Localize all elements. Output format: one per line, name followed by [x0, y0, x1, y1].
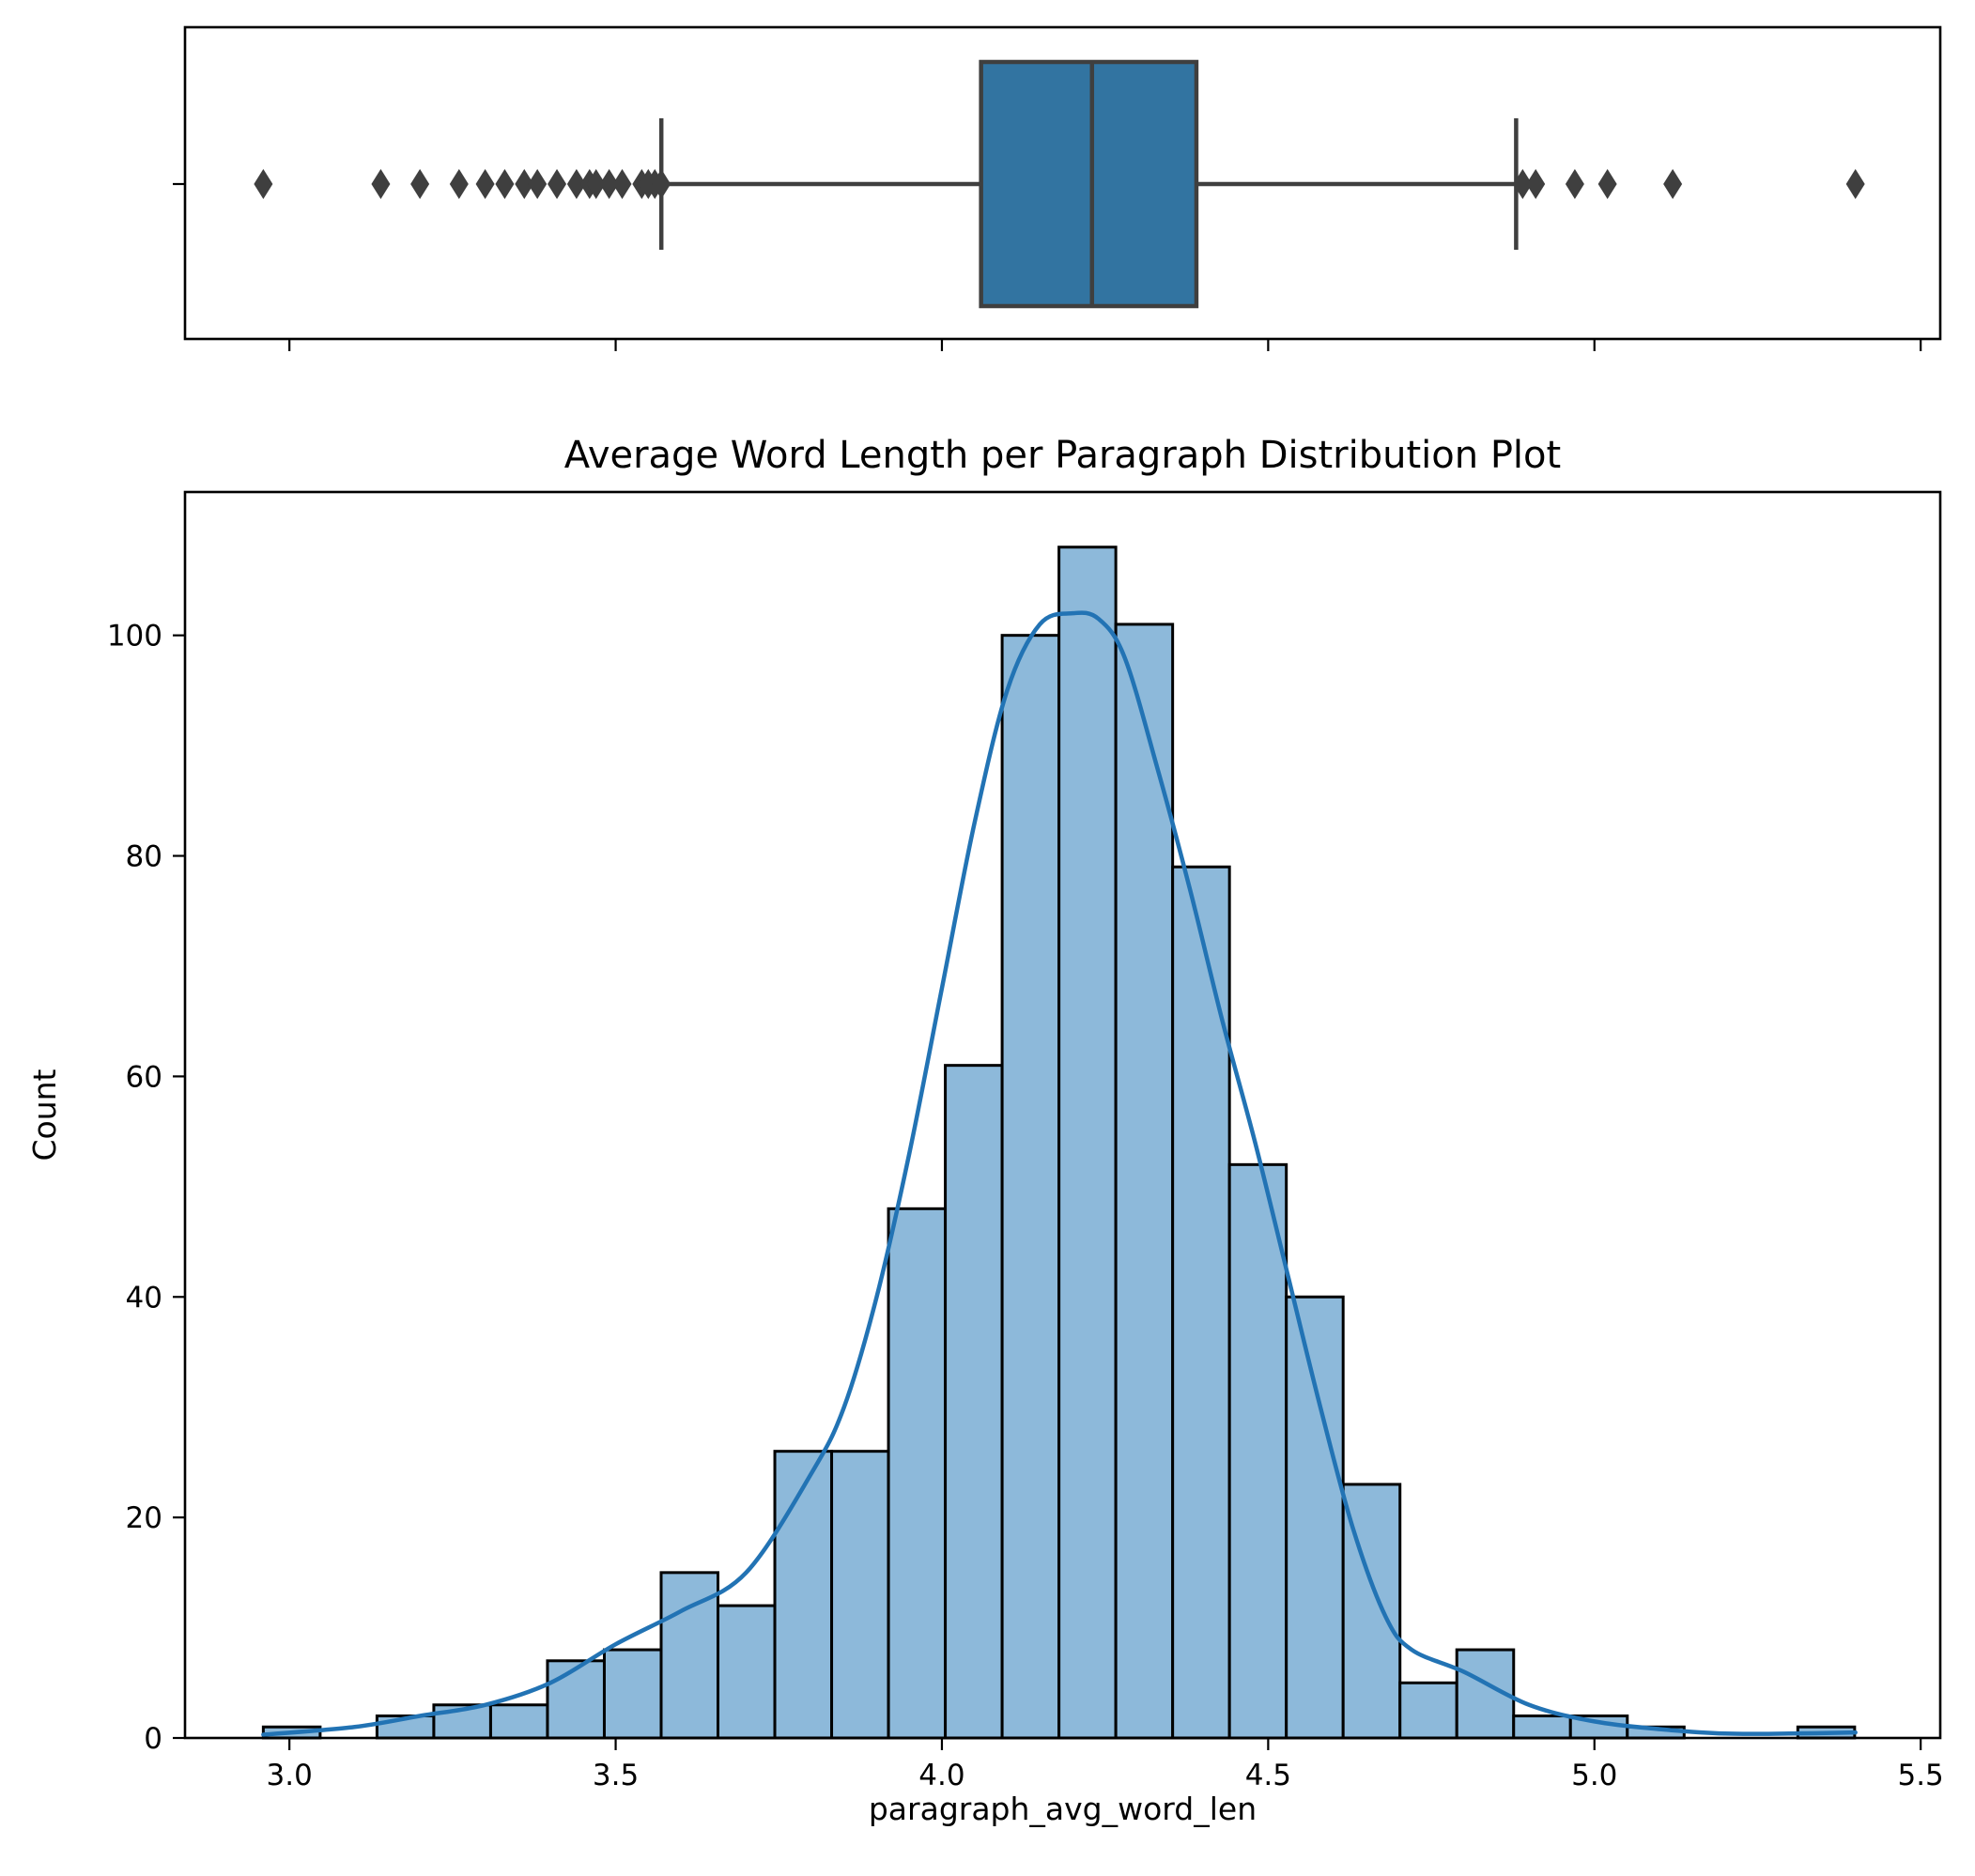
y-tick-label: 40 — [126, 1281, 162, 1315]
x-tick-label: 3.0 — [267, 1759, 313, 1792]
y-tick-label: 60 — [126, 1060, 162, 1094]
histogram-bar — [830, 1450, 890, 1740]
y-tick-label: 20 — [126, 1501, 162, 1535]
box-outlier — [1513, 169, 1533, 199]
box-outlier — [1597, 169, 1617, 199]
x-axis-label: paragraph_avg_word_len — [869, 1791, 1257, 1827]
histogram-bar — [887, 1207, 948, 1740]
histogram-x-ticks: 3.0 3.5 4.0 4.5 5.0 5.5 — [267, 1738, 1944, 1792]
box-outlier — [1663, 169, 1683, 199]
box-outlier — [371, 169, 391, 199]
box-outlier — [475, 169, 495, 199]
histogram-bar — [944, 1064, 1004, 1740]
box-outlier — [612, 169, 632, 199]
histogram-bar — [1227, 1162, 1288, 1740]
histogram-bar — [1398, 1681, 1458, 1740]
y-axis-label: Count — [26, 1069, 63, 1161]
box-outlier — [1845, 169, 1865, 199]
box-iqr — [979, 59, 1199, 309]
box-plot-panel — [173, 25, 1942, 351]
histogram-bar — [1285, 1295, 1345, 1740]
box-plot-content — [254, 59, 1865, 309]
histogram-frame — [183, 490, 1942, 1740]
x-tick-label: 4.0 — [918, 1759, 964, 1792]
chart-title: Average Word Length per Paragraph Distri… — [564, 434, 1561, 477]
box-outlier — [548, 169, 567, 199]
x-tick-label: 5.0 — [1571, 1759, 1617, 1792]
box-outlier — [566, 169, 586, 199]
histogram-bar — [546, 1659, 606, 1740]
histogram-y-ticks: 0 20 40 60 80 100 — [107, 620, 185, 1756]
box-outlier — [599, 169, 619, 199]
x-tick-label: 5.5 — [1897, 1759, 1943, 1792]
box-outlier — [495, 169, 515, 199]
histogram-panel: Average Word Length per Paragraph Distri… — [26, 434, 1944, 1827]
histogram-bar — [602, 1648, 663, 1740]
box-plot-x-ticks — [288, 339, 1922, 351]
x-tick-label: 3.5 — [593, 1759, 639, 1792]
y-tick-label: 0 — [144, 1722, 162, 1756]
box-outlier — [449, 169, 469, 199]
box-outlier — [586, 169, 606, 199]
x-tick-label: 4.5 — [1245, 1759, 1291, 1792]
y-tick-label: 100 — [107, 620, 162, 654]
histogram-bar — [488, 1703, 549, 1740]
histogram-bar — [1114, 623, 1175, 1740]
box-outlier — [1565, 169, 1584, 199]
histogram-bar — [1057, 546, 1118, 1740]
box-outlier — [1526, 169, 1546, 199]
y-tick-label: 80 — [126, 840, 162, 874]
kde-curve — [261, 610, 1858, 1737]
histogram-bar — [717, 1604, 777, 1740]
box-outlier — [515, 169, 534, 199]
histogram-bar — [773, 1450, 834, 1740]
box-outlier — [254, 169, 273, 199]
histogram-bar — [1000, 634, 1061, 1740]
box-outlier — [652, 169, 671, 199]
box-outlier — [410, 169, 430, 199]
box-outlier — [528, 169, 548, 199]
histogram-bar — [1512, 1715, 1572, 1740]
histogram-bar — [1171, 865, 1231, 1740]
